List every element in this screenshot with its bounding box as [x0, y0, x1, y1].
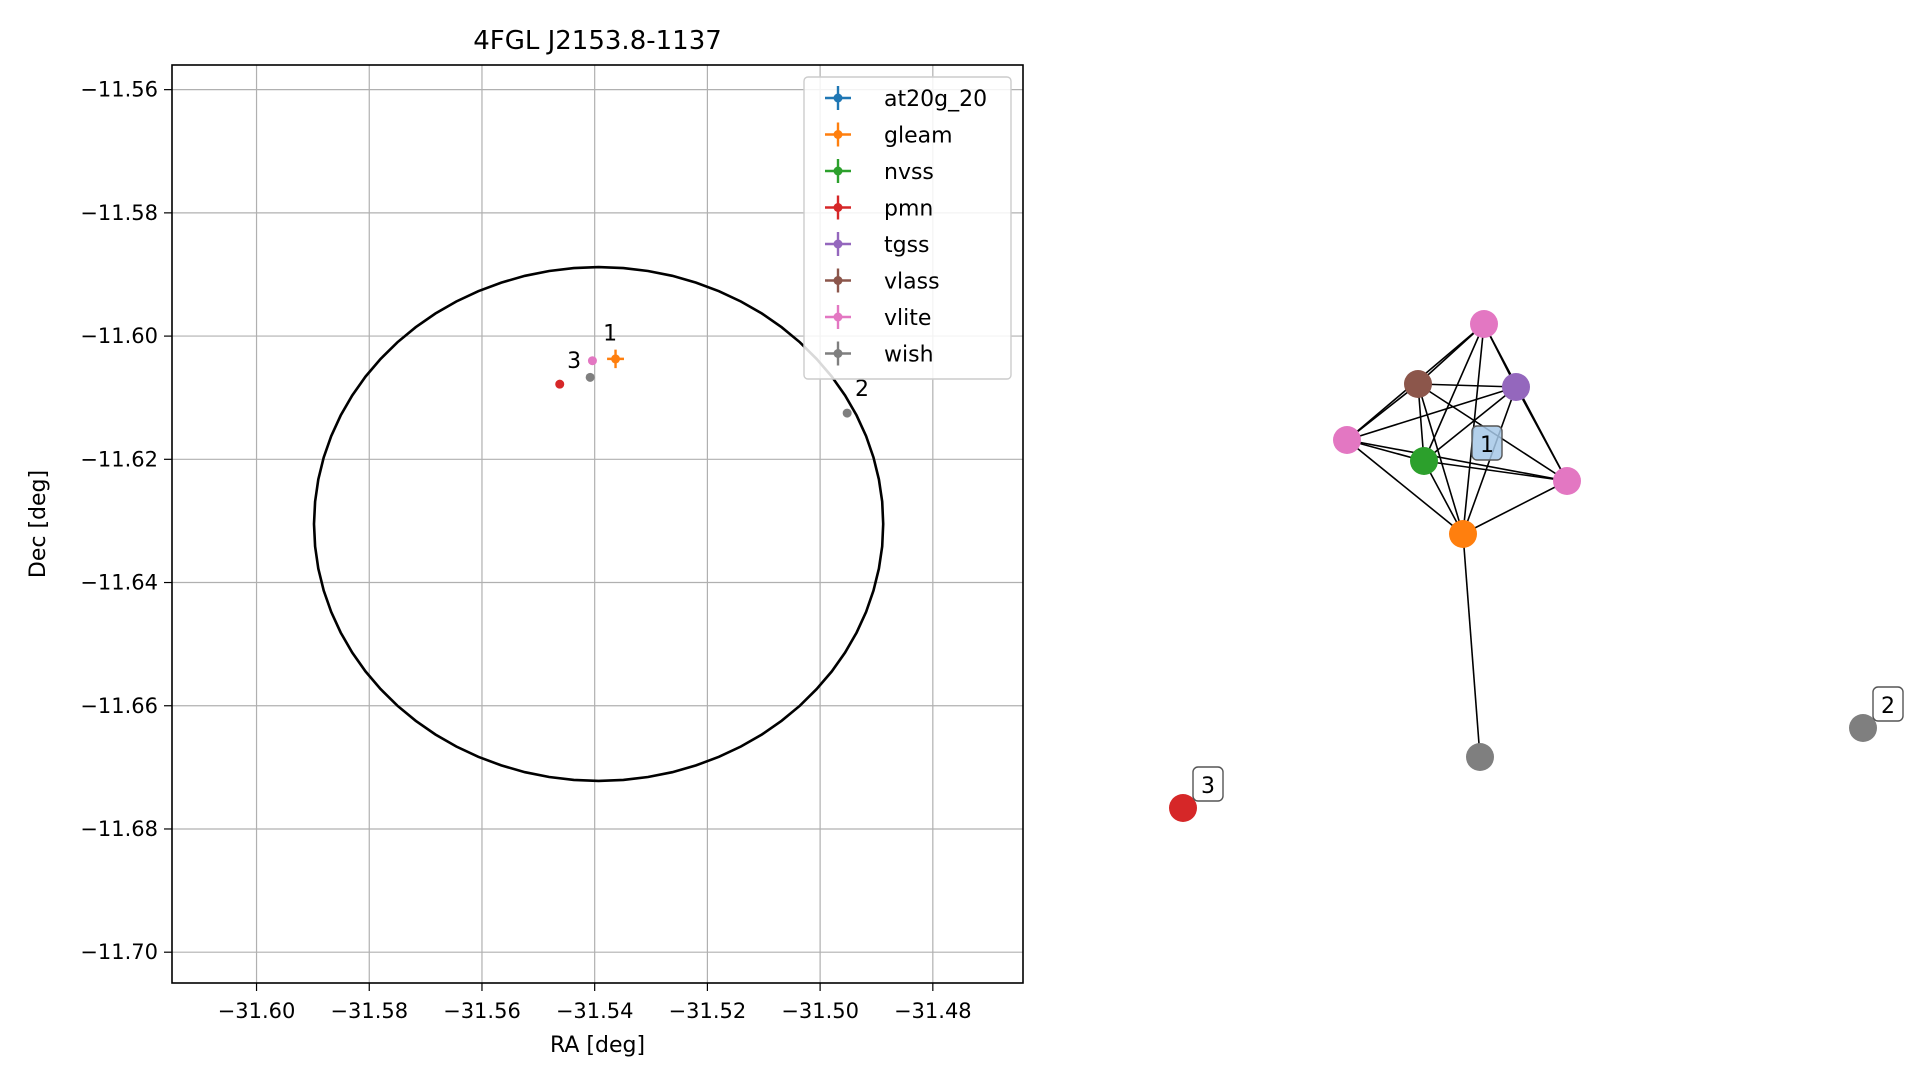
- graph-label-1: 1: [1471, 425, 1503, 461]
- x-axis-label: RA [deg]: [550, 1033, 645, 1058]
- legend-label: at20g_20: [884, 87, 987, 112]
- legend-label: tgss: [884, 233, 930, 258]
- point-label-1: 1: [603, 321, 617, 346]
- point-label-3: 3: [567, 349, 581, 374]
- point-annotations: 13 2: [567, 321, 869, 401]
- legend-item-wish: wish: [825, 341, 934, 368]
- legend-marker-dot: [833, 239, 843, 249]
- legend-marker-dot: [833, 93, 843, 103]
- node-nvss: [1410, 447, 1438, 475]
- y-tick-label: −11.70: [80, 940, 158, 964]
- legend-marker-dot: [833, 312, 843, 322]
- marker: [842, 408, 852, 418]
- legend-item-vlite: vlite: [825, 305, 931, 331]
- legend-item-vlass: vlass: [825, 268, 940, 295]
- edge-gleam-wish_mid: [1462, 533, 1481, 758]
- graph-label-box: [1471, 425, 1503, 461]
- point-wish: [585, 372, 595, 382]
- legend-label: pmn: [884, 197, 933, 222]
- edge-tgss-vlite_left: [1346, 386, 1517, 441]
- edge-tgss-vlite_right: [1515, 386, 1568, 482]
- legend-label: vlass: [884, 270, 940, 295]
- edge-vlite_left-vlite_right: [1346, 439, 1568, 482]
- legend-label: nvss: [884, 160, 934, 185]
- point-gleam: [607, 349, 624, 369]
- graph-label-box: [1192, 766, 1224, 802]
- marker: [585, 372, 595, 382]
- graph-label-text: 3: [1201, 774, 1215, 799]
- legend-item-gleam: gleam: [825, 122, 953, 149]
- x-tick-label: −31.54: [556, 999, 634, 1023]
- edge-vlass-tgss: [1417, 383, 1517, 388]
- legend-marker-dot: [833, 276, 843, 285]
- legend-marker-dot: [833, 166, 843, 176]
- edge-vlass-gleam: [1417, 383, 1464, 535]
- edge-vlite_left-gleam: [1346, 439, 1464, 535]
- edge-vlass-vlite_left: [1346, 383, 1419, 441]
- edge-tgss-nvss: [1423, 386, 1517, 462]
- node-vlite_left: [1333, 426, 1361, 454]
- marker: [587, 356, 597, 366]
- y-tick-label: −11.62: [80, 447, 158, 471]
- graph-labels: 1 2 3: [1192, 425, 1904, 802]
- legend-marker-dot: [833, 203, 843, 212]
- x-tick-label: −31.56: [443, 999, 521, 1023]
- marker: [611, 354, 621, 364]
- legend-label: wish: [884, 343, 934, 368]
- point-vlite: [587, 356, 597, 366]
- legend-marker-dot: [833, 130, 843, 139]
- plot-frame: [171, 64, 1024, 984]
- legend-item-pmn: pmn: [825, 195, 933, 222]
- graph-label-2: 2: [1872, 686, 1904, 722]
- x-tick-label: −31.52: [669, 999, 747, 1023]
- x-tick-label: −31.60: [218, 999, 296, 1023]
- network-graph: 1 2 3: [1169, 310, 1904, 822]
- node-tgss: [1502, 373, 1530, 401]
- axis-ticks: −31.60 −31.58 −31.56 −31.54 −31.52 −31.50 −31.…: [80, 78, 971, 1023]
- edge-vlite_right-gleam: [1462, 480, 1568, 535]
- graph-label-text: 2: [1881, 694, 1895, 719]
- y-tick-label: −11.60: [80, 324, 158, 348]
- edge-vlite_right-nvss: [1423, 460, 1568, 482]
- y-axis-label: Dec [deg]: [26, 470, 51, 578]
- point-wish: [842, 408, 852, 418]
- x-tick-label: −31.50: [781, 999, 859, 1023]
- point-pmn: [555, 379, 565, 389]
- node-wish_far: [1849, 714, 1877, 742]
- data-points: [555, 349, 852, 418]
- node-gleam: [1449, 520, 1477, 548]
- y-tick-label: −11.58: [80, 201, 158, 225]
- chart-title: 4FGL J2153.8-1137: [473, 26, 722, 56]
- marker: [555, 379, 565, 389]
- graph-label-3: 3: [1192, 766, 1224, 802]
- node-vlass: [1404, 370, 1432, 398]
- legend-item-tgss: tgss: [825, 232, 930, 258]
- association-ellipse: [312, 265, 885, 783]
- graph-label-box: [1872, 686, 1904, 722]
- node-wish_mid: [1466, 743, 1494, 771]
- legend-label: gleam: [884, 124, 953, 149]
- legend-label: vlite: [884, 306, 931, 331]
- legend-item-at20g_20: at20g_20: [825, 86, 987, 112]
- legend-item-nvss: nvss: [825, 159, 934, 185]
- y-tick-label: −11.68: [80, 817, 158, 841]
- node-vlite_right: [1553, 467, 1581, 495]
- legend-box: [803, 76, 1012, 380]
- y-tick-label: −11.56: [80, 78, 158, 102]
- x-tick-label: −31.48: [894, 999, 972, 1023]
- graph-label-text: 1: [1480, 433, 1494, 458]
- node-vlite_top: [1470, 310, 1498, 338]
- x-tick-label: −31.58: [330, 999, 408, 1023]
- legend-marker-dot: [833, 349, 843, 358]
- graph-nodes: [1169, 310, 1877, 822]
- node-pmn: [1169, 794, 1197, 822]
- point-label-2: 2: [855, 377, 869, 402]
- y-tick-label: −11.66: [80, 694, 158, 718]
- error-ellipse: [312, 265, 885, 783]
- y-tick-label: −11.64: [80, 571, 158, 595]
